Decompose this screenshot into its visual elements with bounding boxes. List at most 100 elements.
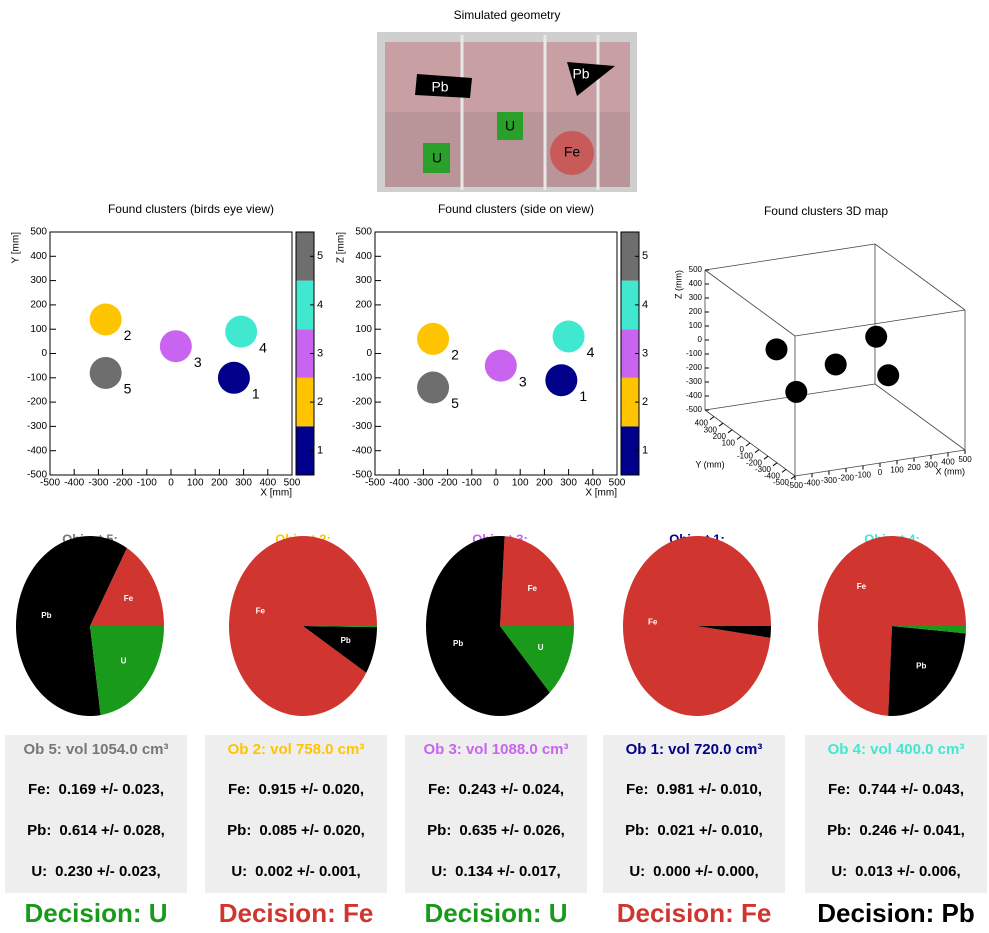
colorbar-label: 2 [317, 396, 323, 408]
y-tick [781, 468, 787, 473]
y-tick-label: -300 [27, 421, 47, 432]
fraction-label: Pb: [27, 822, 51, 839]
slice-label: Fe [648, 618, 658, 627]
pie-slice [623, 535, 771, 716]
result-panel [5, 735, 187, 893]
slice-label: U [538, 643, 544, 652]
z-tick-label: -100 [686, 349, 703, 358]
fraction-value: 0.021 +/- 0.010, [657, 822, 763, 839]
y-tick [718, 422, 724, 427]
y-tick-label: 400 [30, 251, 47, 262]
cluster-label: 3 [519, 373, 527, 389]
x-tick-label: 400 [584, 478, 601, 489]
box-edge [874, 243, 966, 311]
colorbar-label: 3 [317, 347, 323, 359]
colorbar-label: 5 [642, 250, 648, 262]
y-tick-label: -300 [755, 465, 772, 474]
slice-label: Pb [916, 662, 926, 671]
x-tick-label: 0 [168, 478, 174, 489]
x-tick-label: -400 [64, 478, 84, 489]
fraction-value: 0.915 +/- 0.020, [259, 781, 365, 798]
y-tick-label: 500 [355, 227, 372, 238]
colorbar-segment [296, 377, 314, 427]
x-tick-label: 100 [512, 478, 529, 489]
fraction-value: 0.614 +/- 0.028, [59, 822, 165, 839]
fraction-label: U: [629, 863, 645, 880]
colorbar-label: 2 [642, 396, 648, 408]
x-tick-label: -300 [821, 476, 838, 485]
z-tick-label: -300 [686, 377, 703, 386]
y-tick-label: -300 [352, 421, 372, 432]
pie-slice [303, 626, 377, 673]
x-axis-label: X [mm] [585, 488, 617, 499]
y-tick-label: 400 [355, 251, 372, 262]
x-tick-label: -400 [389, 478, 409, 489]
y-tick [745, 442, 751, 447]
pie-slice [888, 626, 966, 716]
x-tick-label: 100 [187, 478, 204, 489]
x-tick-label: 200 [211, 478, 228, 489]
fraction-label: Pb: [625, 822, 649, 839]
x-axis-label: X [mm] [260, 488, 292, 499]
volume-label: Ob 3: vol 1088.0 cm³ [423, 741, 568, 758]
z-tick-label: 300 [689, 293, 703, 302]
volume-label: Ob 5: vol 1054.0 cm³ [23, 741, 168, 758]
result-panel [805, 735, 987, 893]
y-tick-label: -200 [746, 458, 763, 467]
colorbar-frame [295, 231, 315, 476]
box-edge [704, 269, 796, 337]
z-tick-label: -500 [686, 405, 703, 414]
cluster [217, 361, 250, 394]
x-tick-label: 400 [259, 478, 276, 489]
y-tick-label: 0 [366, 348, 372, 359]
pie-slice [229, 535, 377, 716]
x-tick-label: 200 [536, 478, 553, 489]
y-tick-label: 400 [695, 419, 709, 428]
fraction-value: 0.085 +/- 0.020, [259, 822, 365, 839]
colorbar-label: 5 [317, 250, 323, 262]
x-tick-label: 0 [878, 468, 883, 477]
pie-slice [16, 536, 127, 716]
y-tick-label: -100 [27, 372, 47, 383]
geometry-label: U [432, 150, 442, 166]
colorbar-label: 4 [317, 299, 323, 311]
x-tick-label: -100 [462, 478, 482, 489]
decision: Decision: Fe [219, 898, 374, 928]
y-tick-label: 500 [30, 227, 47, 238]
y-tick-label: -400 [352, 445, 372, 456]
z-tick-label: 0 [698, 335, 703, 344]
fraction-row: Pb: 0.614 +/- 0.028, [27, 822, 165, 839]
fraction-value: 0.002 +/- 0.001, [255, 863, 361, 880]
y-tick-label: 300 [30, 275, 47, 286]
y-tick-label: -200 [27, 397, 47, 408]
y-tick-label: -100 [352, 372, 372, 383]
x-tick-label: -100 [855, 471, 872, 480]
cluster [824, 353, 847, 376]
fraction-row: Fe: 0.169 +/- 0.023, [28, 781, 164, 798]
box-edge [874, 383, 966, 451]
fraction-value: 0.169 +/- 0.023, [59, 781, 165, 798]
x-tick-label: 500 [284, 478, 301, 489]
z-tick-label: -200 [686, 363, 703, 372]
fraction-row: Pb: 0.021 +/- 0.010, [625, 822, 763, 839]
colorbar-segment [621, 232, 639, 281]
x-tick-label: 300 [560, 478, 577, 489]
colorbar-label: 4 [642, 299, 648, 311]
result-panel [603, 735, 785, 893]
slice-label: Pb [453, 639, 463, 648]
pie-slice [892, 626, 966, 634]
y-tick [772, 462, 778, 467]
x-tick-label: 500 [958, 455, 972, 464]
x-tick-label: -300 [88, 478, 108, 489]
fraction-label: Pb: [427, 822, 451, 839]
x-tick-label: -300 [413, 478, 433, 489]
decision: Decision: Fe [617, 898, 772, 928]
x-tick-label: 300 [924, 460, 938, 469]
cluster-label: 5 [451, 395, 459, 411]
result-panel [205, 735, 387, 893]
cluster [225, 315, 258, 348]
y-tick [790, 475, 796, 480]
geometry-label: Pb [431, 79, 448, 95]
cluster [159, 330, 192, 363]
y-tick-label: -200 [352, 397, 372, 408]
